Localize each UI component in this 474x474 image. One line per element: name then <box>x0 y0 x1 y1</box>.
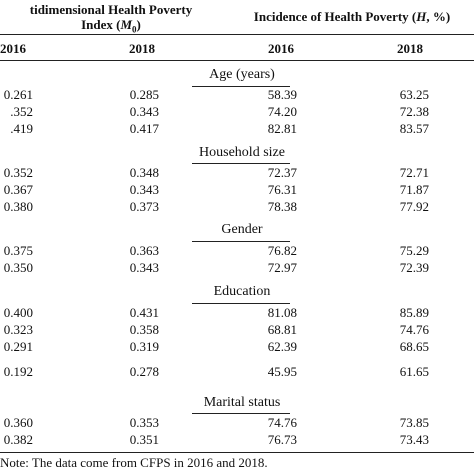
year-2018-mpi: 2018 <box>129 41 155 56</box>
cell-mpi-2016: 0.380 <box>3 199 33 214</box>
mpi-header-line1: tidimensional Health Poverty <box>29 2 193 17</box>
cell-inc-2016: 45.95 <box>267 364 297 379</box>
mpi-header-line2: Index (M0) <box>81 17 141 35</box>
cell-inc-2018: 72.71 <box>399 165 429 180</box>
group-label-age: Age (years) <box>209 67 275 82</box>
cell-mpi-2016: 0.352 <box>3 165 33 180</box>
cell-inc-2018: 72.39 <box>399 260 429 275</box>
cell-inc-2018: 71.87 <box>399 182 429 197</box>
cell-inc-2016: 74.20 <box>267 104 297 119</box>
cell-mpi-2018: 0.358 <box>129 322 159 337</box>
cell-inc-2018: 73.43 <box>399 432 429 447</box>
cell-mpi-2018: 0.353 <box>129 415 159 430</box>
cell-mpi-2016: 0.192 <box>3 364 33 379</box>
cell-mpi-2016: 0.382 <box>3 432 33 447</box>
year-2018-inc: 2018 <box>397 41 423 56</box>
cell-mpi-2018: 0.343 <box>129 104 159 119</box>
cell-mpi-2016: 0.400 <box>3 305 33 320</box>
group-rule-age <box>192 86 290 87</box>
cell-inc-2016: 68.81 <box>267 322 297 337</box>
cell-inc-2018: 73.85 <box>399 415 429 430</box>
cell-inc-2018: 74.76 <box>399 322 429 337</box>
cell-mpi-2018: 0.278 <box>129 364 159 379</box>
cell-mpi-2016: 0.350 <box>3 260 33 275</box>
group-label-gender: Gender <box>221 222 263 237</box>
cell-inc-2016: 76.73 <box>267 432 297 447</box>
group-rule-gender <box>192 241 290 242</box>
table-bottom-rule <box>0 452 474 453</box>
cell-inc-2018: 68.65 <box>399 339 429 354</box>
mpi-header: tidimensional Health Poverty Index (M0) <box>0 2 222 38</box>
cell-mpi-2016: 0.291 <box>3 339 33 354</box>
cell-mpi-2018: 0.363 <box>129 243 159 258</box>
group-rule-education <box>192 303 290 304</box>
cell-inc-2016: 81.08 <box>267 305 297 320</box>
cell-mpi-2016: 0.360 <box>3 415 33 430</box>
cell-mpi-2016: .352 <box>10 104 33 119</box>
cell-inc-2016: 76.31 <box>267 182 297 197</box>
cell-mpi-2018: 0.373 <box>129 199 159 214</box>
cell-mpi-2018: 0.343 <box>129 182 159 197</box>
cell-mpi-2016: 0.323 <box>3 322 33 337</box>
header-rule <box>0 34 474 35</box>
cell-mpi-2018: 0.348 <box>129 165 159 180</box>
cell-inc-2018: 85.89 <box>399 305 429 320</box>
cell-inc-2016: 62.39 <box>267 339 297 354</box>
cell-mpi-2016: 0.375 <box>3 243 33 258</box>
incidence-header: Incidence of Health Poverty (H, %) <box>253 9 451 24</box>
cell-inc-2018: 63.25 <box>399 87 429 102</box>
cell-mpi-2018: 0.319 <box>129 339 159 354</box>
group-rule-household-size <box>192 163 290 164</box>
cell-inc-2016: 58.39 <box>267 87 297 102</box>
cell-inc-2018: 61.65 <box>399 364 429 379</box>
cell-mpi-2016: .419 <box>10 121 33 136</box>
cell-inc-2018: 83.57 <box>399 121 429 136</box>
year-rule <box>0 60 474 61</box>
cell-inc-2016: 72.37 <box>267 165 297 180</box>
cell-mpi-2018: 0.431 <box>129 305 159 320</box>
group-label-household-size: Household size <box>199 145 285 160</box>
table-note: Note: The data come from CFPS in 2016 an… <box>0 455 268 470</box>
group-label-marital-status: Marital status <box>203 395 281 410</box>
cell-mpi-2018: 0.285 <box>129 87 159 102</box>
cell-inc-2018: 77.92 <box>399 199 429 214</box>
cell-inc-2016: 78.38 <box>267 199 297 214</box>
cell-inc-2016: 76.82 <box>267 243 297 258</box>
cell-mpi-2018: 0.351 <box>129 432 159 447</box>
year-2016-mpi: 2016 <box>0 41 26 56</box>
cell-inc-2018: 72.38 <box>399 104 429 119</box>
cell-inc-2016: 82.81 <box>267 121 297 136</box>
year-2016-inc: 2016 <box>268 41 294 56</box>
cell-mpi-2016: 0.367 <box>3 182 33 197</box>
cell-mpi-2016: 0.261 <box>3 87 33 102</box>
cell-mpi-2018: 0.343 <box>129 260 159 275</box>
cell-inc-2018: 75.29 <box>399 243 429 258</box>
cell-inc-2016: 72.97 <box>267 260 297 275</box>
cell-mpi-2018: 0.417 <box>129 121 159 136</box>
cell-inc-2016: 74.76 <box>267 415 297 430</box>
group-label-education: Education <box>213 284 271 299</box>
group-rule-marital-status <box>192 413 290 414</box>
